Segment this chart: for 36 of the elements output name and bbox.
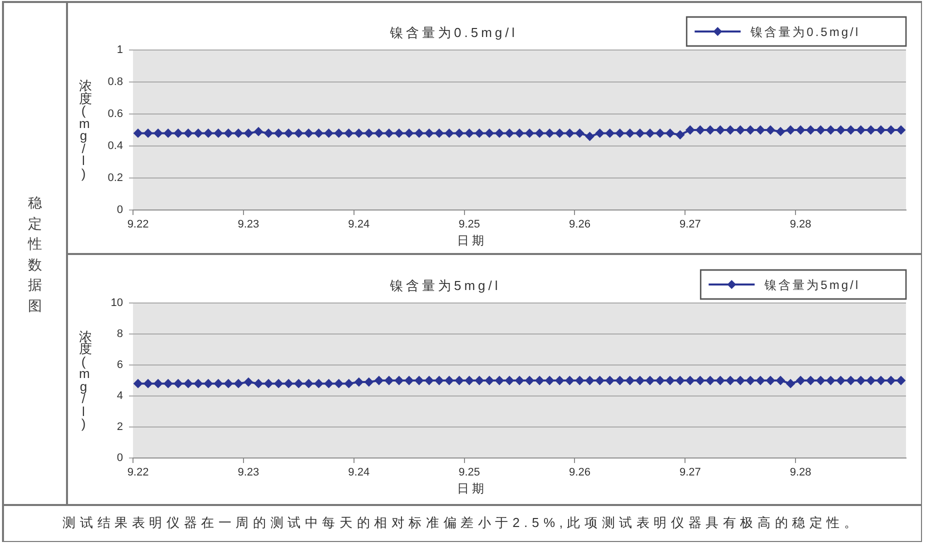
x-tick-label: 9.27 — [679, 466, 701, 479]
x-tick-label: 9.26 — [569, 218, 590, 231]
x-tick-label: 9.26 — [569, 466, 590, 479]
x-tick-label: 9.22 — [127, 218, 149, 231]
x-tick-label: 9.24 — [348, 218, 370, 231]
x-tick-label: 9.28 — [790, 218, 812, 231]
text: 稳定性数据图 — [28, 194, 45, 315]
y-tick-label: 0 — [116, 204, 123, 216]
y-tick-label: 0.4 — [108, 140, 123, 152]
x-tick-label: 9.23 — [238, 218, 260, 231]
x-tick-label: 9.23 — [238, 466, 260, 479]
text: 测试结果表明仪器在一周的测试中每天的相对标准偏差小于2.5%,此项测试表明仪器具有极高的稳定性。 — [62, 514, 862, 530]
y-tick-label: 4 — [116, 390, 123, 402]
x-tick-label: 9.27 — [679, 218, 701, 231]
y-axis-title: 浓度(mg/l) — [79, 328, 96, 431]
x-tick-label: 9.24 — [348, 466, 370, 479]
x-axis-title: 日期 — [457, 233, 487, 248]
y-axis-title: 浓度(mg/l) — [79, 78, 96, 180]
x-tick-label: 9.25 — [458, 218, 480, 231]
y-tick-label: 6 — [116, 359, 123, 372]
y-tick-label: 8 — [116, 328, 123, 340]
x-axis-title: 日期 — [457, 481, 487, 496]
y-tick-label: 0.8 — [108, 76, 123, 88]
legend-label: 镍含量为0.5mg/l — [750, 24, 860, 39]
legend-label: 镍含量为5mg/l — [764, 278, 860, 292]
y-tick-label: 0.6 — [108, 108, 123, 120]
y-tick-label: 2 — [116, 421, 123, 434]
chart-title: 镍含量为5mg/l — [390, 278, 501, 294]
chart-title: 镍含量为0.5mg/l — [390, 24, 518, 40]
y-tick-label: 0 — [116, 452, 123, 464]
x-tick-label: 9.25 — [458, 466, 480, 479]
y-tick-label: 10 — [110, 297, 123, 310]
x-tick-label: 9.28 — [790, 466, 812, 479]
x-tick-label: 9.22 — [127, 466, 149, 479]
y-tick-label: 0.2 — [108, 172, 123, 184]
y-tick-label: 1 — [116, 44, 123, 56]
